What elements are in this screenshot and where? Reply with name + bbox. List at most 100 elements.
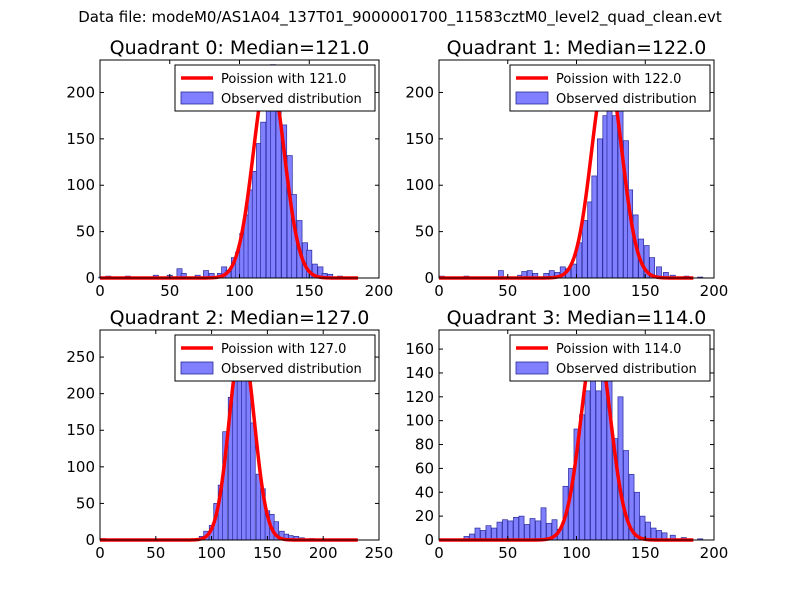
legend-label-observed: Observed distribution — [221, 362, 362, 377]
y-tick-label: 100 — [66, 458, 95, 476]
quadrant-3-histogram — [438, 345, 704, 541]
histogram-bar — [535, 520, 541, 541]
legend-label-observed: Observed distribution — [556, 92, 697, 107]
histogram-bar — [250, 422, 256, 541]
y-tick-label: 150 — [66, 130, 95, 148]
histogram-bar — [524, 524, 530, 541]
legend-bar-swatch — [515, 361, 549, 375]
x-tick-label: 150 — [631, 282, 660, 300]
x-tick-label: 0 — [95, 544, 105, 562]
x-tick-label: 250 — [365, 544, 394, 562]
x-tick-label: 50 — [498, 282, 517, 300]
histogram-bar — [617, 396, 624, 541]
x-tick-label: 0 — [434, 282, 444, 300]
histogram-bar — [245, 378, 252, 541]
y-tick-label: 80 — [415, 436, 434, 454]
x-tick-label: 0 — [95, 282, 105, 300]
x-tick-label: 100 — [562, 282, 591, 300]
legend: Poission with 121.0 Observed distribution — [174, 64, 376, 112]
legend-label-poisson: Poission with 114.0 — [556, 342, 681, 357]
y-tick-label: 40 — [415, 483, 434, 501]
histogram-bar — [596, 138, 603, 279]
quadrant-title: Quadrant 0: Median=121.0 — [110, 37, 370, 59]
x-tick-label: 200 — [700, 282, 729, 300]
x-tick-label: 50 — [160, 282, 179, 300]
quadrant-1-panel: 0 50 100 150 200 0 50 100 150 200 Quadrant 1: Medi… — [405, 37, 728, 300]
quadrant-title: Quadrant 1: Median=122.0 — [447, 37, 707, 59]
x-tick-label: 200 — [700, 544, 729, 562]
y-tick-label: 0 — [424, 269, 434, 287]
histogram-bar — [496, 521, 503, 541]
x-tick-label: 150 — [253, 544, 282, 562]
quadrant-3-panel: 0 50 100 150 200 0 20 40 60 80 100 120 140 160 Quadran… — [405, 307, 728, 562]
legend-label-observed: Observed distribution — [556, 362, 697, 377]
histogram-bar — [645, 521, 651, 541]
histogram-bar — [518, 515, 525, 541]
y-tick-label: 100 — [405, 176, 434, 194]
quadrant-title: Quadrant 3: Median=114.0 — [447, 307, 707, 329]
quadrant-1-histogram — [438, 82, 704, 279]
figure-suptitle: Data file: modeM0/AS1A04_137T01_90000017… — [78, 8, 722, 26]
y-tick-label: 140 — [405, 364, 434, 382]
x-tick-label: 200 — [365, 282, 394, 300]
x-tick-label: 200 — [309, 544, 338, 562]
quadrant-2-panel: 0 50 100 150 200 250 0 50 100 150 200 250 Quadrant 2… — [66, 307, 393, 562]
y-tick-label: 150 — [66, 421, 95, 439]
histogram-bar — [612, 115, 618, 279]
y-tick-label: 0 — [85, 531, 95, 549]
legend-bar-swatch — [515, 91, 549, 105]
legend-bar-swatch — [180, 91, 214, 105]
y-tick-label: 50 — [76, 223, 95, 241]
histogram-bar — [241, 360, 247, 541]
histogram-bar — [581, 220, 588, 279]
histogram-bar — [474, 527, 481, 541]
x-tick-label: 0 — [434, 544, 444, 562]
y-tick-label: 100 — [405, 412, 434, 430]
legend: Poission with 127.0 Observed distribution — [174, 334, 376, 382]
histogram-bar — [507, 520, 514, 541]
x-tick-label: 150 — [631, 544, 660, 562]
y-tick-label: 100 — [66, 176, 95, 194]
histogram-bar — [491, 527, 497, 541]
histogram-bar — [606, 82, 613, 279]
legend-label-poisson: Poission with 127.0 — [221, 342, 346, 357]
histogram-bar — [260, 121, 267, 279]
histogram-bar — [591, 175, 598, 279]
quadrant-0-panel: 0 50 100 150 200 0 50 100 150 200 Quadrant 0: Medi… — [66, 37, 393, 300]
y-tick-label: 0 — [85, 269, 95, 287]
y-tick-label: 200 — [405, 83, 434, 101]
x-tick-label: 100 — [562, 544, 591, 562]
x-tick-label: 50 — [146, 544, 165, 562]
x-tick-label: 150 — [295, 282, 324, 300]
y-tick-label: 150 — [405, 130, 434, 148]
y-tick-label: 50 — [76, 494, 95, 512]
y-tick-label: 200 — [66, 385, 95, 403]
y-tick-label: 20 — [415, 507, 434, 525]
x-tick-label: 100 — [197, 544, 226, 562]
y-tick-label: 120 — [405, 388, 434, 406]
y-tick-label: 250 — [66, 348, 95, 366]
legend: Poission with 122.0 Observed distribution — [509, 64, 711, 112]
quadrant-title: Quadrant 2: Median=127.0 — [110, 307, 370, 329]
y-tick-label: 0 — [424, 531, 434, 549]
legend-label-poisson: Poission with 122.0 — [556, 72, 681, 87]
y-tick-label: 50 — [415, 223, 434, 241]
y-tick-label: 160 — [405, 340, 434, 358]
axes-frame — [99, 329, 380, 541]
histogram-bar — [529, 518, 536, 541]
histogram-bar — [584, 390, 591, 541]
legend: Poission with 114.0 Observed distribution — [509, 334, 711, 382]
x-tick-label: 100 — [225, 282, 254, 300]
histogram-bar — [595, 390, 602, 541]
y-tick-label: 60 — [415, 459, 434, 477]
histogram-bar — [590, 354, 596, 541]
quadrant-0-histogram — [98, 64, 353, 279]
histogram-bar — [623, 450, 629, 541]
y-tick-label: 200 — [66, 83, 95, 101]
legend-label-poisson: Poission with 121.0 — [221, 72, 346, 87]
histogram-bar — [502, 519, 508, 541]
legend-box — [509, 64, 711, 112]
x-tick-label: 50 — [498, 544, 517, 562]
histogram-bar — [485, 525, 492, 541]
